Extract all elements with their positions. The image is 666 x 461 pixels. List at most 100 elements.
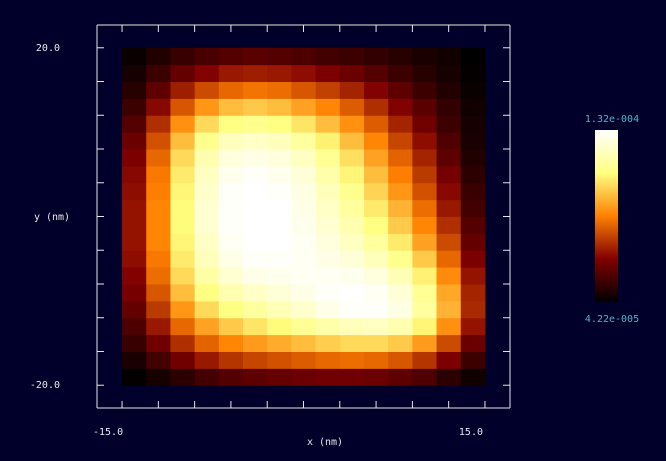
heatmap-cell	[388, 115, 413, 133]
heatmap-cell	[339, 165, 365, 184]
heatmap-cell	[436, 334, 462, 352]
heatmap-cell	[339, 199, 365, 217]
heatmap-cell	[122, 81, 147, 99]
heatmap-cell	[218, 283, 244, 302]
heatmap-cell	[218, 149, 244, 167]
heatmap-cell	[291, 47, 317, 66]
heatmap-cell	[122, 165, 147, 184]
heatmap-cell	[388, 351, 413, 369]
heatmap-cell	[363, 267, 389, 285]
heatmap-cell	[170, 182, 196, 201]
heatmap-cell	[339, 351, 365, 369]
heatmap-cell	[363, 149, 389, 167]
heatmap-cell	[194, 334, 220, 352]
heatmap-cell	[339, 115, 365, 133]
heatmap-cell	[291, 132, 317, 150]
heatmap-cell	[267, 334, 292, 352]
heatmap-cell	[122, 283, 147, 302]
heatmap-cell	[460, 216, 486, 234]
heatmap-cell	[363, 199, 389, 217]
heatmap-cell	[388, 64, 413, 83]
heatmap-cell	[388, 47, 413, 66]
heatmap-cell	[388, 98, 413, 116]
heatmap-cell	[339, 81, 365, 99]
heatmap-cell	[436, 300, 462, 319]
heatmap-cell	[218, 317, 244, 336]
heatmap-cell	[315, 267, 341, 285]
heatmap-cell	[388, 300, 413, 319]
heatmap-cell	[460, 132, 486, 150]
heatmap-cell	[315, 334, 341, 352]
heatmap-cell	[412, 317, 438, 336]
heatmap-cell	[412, 98, 438, 116]
heatmap-cell	[243, 250, 268, 268]
heatmap-cell	[436, 182, 462, 201]
colorbar	[595, 130, 618, 302]
heatmap-cell	[291, 149, 317, 167]
heatmap-cell	[146, 283, 171, 302]
heatmap-cell	[146, 98, 171, 116]
heatmap-cell	[170, 267, 196, 285]
heatmap-cell	[388, 368, 413, 386]
heatmap-cell	[460, 81, 486, 99]
heatmap-cell	[170, 334, 196, 352]
heatmap-cell	[122, 317, 147, 336]
heatmap-cell	[194, 368, 220, 386]
heatmap-cell	[460, 351, 486, 369]
heatmap-cell	[170, 165, 196, 184]
heatmap-cell	[388, 250, 413, 268]
heatmap-cell	[315, 165, 341, 184]
heatmap-cell	[267, 115, 292, 133]
heatmap-cell	[363, 132, 389, 150]
heatmap-cell	[436, 317, 462, 336]
heatmap-cell	[218, 267, 244, 285]
heatmap-cell	[267, 300, 292, 319]
heatmap-cell	[243, 132, 268, 150]
heatmap-cell	[388, 216, 413, 234]
heatmap-cell	[243, 64, 268, 83]
heatmap-cell	[412, 300, 438, 319]
heatmap-cell	[218, 115, 244, 133]
heatmap-cell	[122, 250, 147, 268]
heatmap-cell	[243, 300, 268, 319]
heatmap-cell	[436, 283, 462, 302]
heatmap-cell	[170, 47, 196, 66]
heatmap-cell	[339, 98, 365, 116]
heatmap-cell	[363, 334, 389, 352]
heatmap-cell	[122, 267, 147, 285]
heatmap-cell	[291, 250, 317, 268]
heatmap-cell	[243, 115, 268, 133]
heatmap-cell	[146, 199, 171, 217]
heatmap-cell	[412, 81, 438, 99]
heatmap-cell	[460, 182, 486, 201]
heatmap-cell	[243, 267, 268, 285]
heatmap-cell	[412, 334, 438, 352]
heatmap-cell	[146, 233, 171, 251]
heatmap-cell	[291, 216, 317, 234]
heatmap-cell	[315, 233, 341, 251]
heatmap-cell	[412, 267, 438, 285]
heatmap-cell	[315, 317, 341, 336]
heatmap-cell	[436, 47, 462, 66]
heatmap-cell	[339, 283, 365, 302]
heatmap-cell	[315, 283, 341, 302]
heatmap-cell	[243, 182, 268, 201]
heatmap-cell	[267, 165, 292, 184]
heatmap-cell	[194, 199, 220, 217]
heatmap-cell	[218, 199, 244, 217]
heatmap-cell	[460, 334, 486, 352]
heatmap-cell	[267, 47, 292, 66]
heatmap-cell	[291, 81, 317, 99]
heatmap-cell	[291, 165, 317, 184]
heatmap-cell	[194, 351, 220, 369]
heatmap-cell	[436, 115, 462, 133]
heatmap-cell	[146, 300, 171, 319]
heatmap-cell	[460, 283, 486, 302]
heatmap-cell	[460, 149, 486, 167]
heatmap-cell	[146, 250, 171, 268]
heatmap-cell	[388, 233, 413, 251]
heatmap-cell	[194, 165, 220, 184]
heatmap-cell	[170, 149, 196, 167]
heatmap-cell	[291, 283, 317, 302]
colorbar-label: 4.22e-005	[585, 314, 639, 325]
